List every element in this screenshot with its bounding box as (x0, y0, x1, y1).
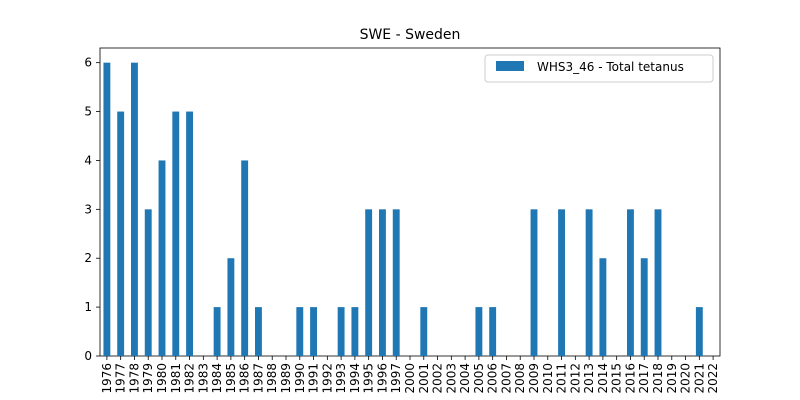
x-tick-label: 1996 (375, 363, 389, 394)
y-tick-label: 0 (84, 349, 92, 363)
x-tick-label: 2019 (665, 363, 679, 394)
x-tick-label: 2015 (610, 363, 624, 394)
x-tick-label: 2002 (431, 363, 445, 394)
x-tick-label: 1997 (389, 363, 403, 394)
x-tick-label: 1993 (334, 363, 348, 394)
bar-2001 (420, 307, 428, 356)
x-tick-label: 2018 (651, 363, 665, 394)
x-tick-label: 2017 (637, 363, 651, 394)
x-tick-label: 2021 (692, 363, 706, 394)
x-tick-label: 2010 (541, 363, 555, 394)
bar-2018 (654, 209, 662, 356)
bar-1978 (131, 62, 138, 357)
x-tick-label: 2004 (458, 363, 472, 394)
bar-2017 (640, 258, 648, 356)
bar-1993 (337, 307, 345, 356)
bar-1985 (227, 258, 235, 356)
bar-1976 (103, 62, 111, 357)
x-tick-label: 1977 (114, 363, 128, 394)
y-tick-label: 6 (84, 56, 92, 70)
bar-1977 (117, 111, 125, 356)
bar-1996 (379, 209, 386, 356)
plot-area (99, 47, 721, 357)
x-tick-label: 1992 (320, 363, 334, 394)
x-tick-label: 1978 (127, 363, 141, 394)
x-tick-label: 2006 (486, 363, 500, 394)
legend: WHS3_46 - Total tetanus (484, 54, 714, 83)
legend-swatch (496, 61, 524, 71)
legend-frame (484, 54, 714, 83)
x-tick-label: 1991 (307, 363, 321, 394)
plot-frame (99, 47, 721, 357)
x-tick-label: 1995 (362, 363, 376, 394)
bar-1991 (310, 307, 317, 356)
bar-1980 (158, 160, 166, 356)
bar-1986 (241, 160, 249, 356)
x-tick-label: 2022 (706, 363, 720, 394)
x-tick-label: 2012 (568, 363, 582, 394)
bars (103, 62, 703, 357)
x-axis: 1976 1977 1978 1979 1980 1981 1982 1983 1984 1985… (100, 356, 720, 394)
bar-1987 (255, 307, 262, 356)
x-tick-label: 1994 (348, 363, 362, 394)
x-tick-label: 2000 (403, 363, 417, 394)
bar-2009 (530, 209, 538, 356)
bar-1997 (392, 209, 400, 356)
x-tick-label: 2009 (527, 363, 541, 394)
bar-1982 (186, 111, 193, 356)
x-tick-label: 1988 (265, 363, 279, 394)
x-tick-label: 1989 (279, 363, 293, 394)
x-tick-label: 2008 (513, 363, 527, 394)
x-tick-label: 1980 (155, 363, 169, 394)
bar-2021 (695, 307, 703, 356)
x-tick-label: 1979 (141, 363, 155, 394)
x-tick-label: 1990 (293, 363, 307, 394)
bar-2016 (627, 209, 634, 356)
x-tick-label: 2005 (472, 363, 486, 394)
bar-2014 (599, 258, 607, 356)
x-tick-label: 2011 (555, 363, 569, 394)
x-tick-label: 1976 (100, 363, 114, 394)
x-tick-label: 2001 (417, 363, 431, 394)
legend-label: WHS3_46 - Total tetanus (537, 60, 684, 74)
x-tick-label: 1984 (210, 363, 224, 394)
x-tick-label: 2016 (623, 363, 637, 394)
bar-2013 (585, 209, 593, 356)
bar-2005 (475, 307, 483, 356)
x-tick-label: 1985 (224, 363, 238, 394)
bar-1979 (144, 209, 152, 356)
bar-2011 (558, 209, 565, 356)
x-tick-label: 2013 (582, 363, 596, 394)
x-tick-label: 2014 (596, 363, 610, 394)
y-tick-label: 1 (84, 300, 92, 314)
y-tick-label: 2 (84, 251, 92, 265)
x-tick-label: 1987 (251, 363, 265, 394)
x-tick-label: 2007 (499, 363, 513, 394)
bar-1990 (296, 307, 304, 356)
x-tick-label: 2020 (679, 363, 693, 394)
bar-1994 (351, 307, 359, 356)
bar-1984 (213, 307, 221, 356)
x-tick-label: 1983 (196, 363, 210, 394)
x-tick-label: 1986 (238, 363, 252, 394)
bar-2006 (489, 307, 497, 356)
y-tick-label: 4 (84, 153, 92, 167)
x-tick-label: 1982 (183, 363, 197, 394)
y-tick-label: 5 (84, 105, 92, 119)
x-tick-label: 1981 (169, 363, 183, 394)
y-axis: 0 1 2 3 4 5 6 (84, 56, 100, 363)
y-tick-label: 3 (84, 202, 92, 216)
x-tick-label: 2003 (444, 363, 458, 394)
bar-1995 (365, 209, 373, 356)
bar-1981 (172, 111, 180, 356)
chart-title: SWE - Sweden (360, 27, 461, 43)
